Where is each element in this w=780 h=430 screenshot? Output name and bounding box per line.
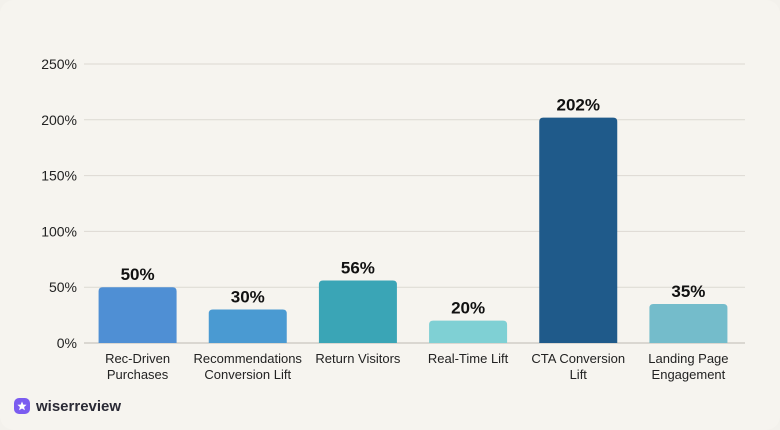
- x-category-label: Return Visitors: [315, 351, 401, 366]
- brand-name: wiserreview: [36, 397, 122, 415]
- x-category-label: Purchases: [107, 367, 169, 382]
- data-label: 35%: [671, 282, 705, 301]
- x-category-label: Rec-Driven: [105, 351, 170, 366]
- y-tick-label: 250%: [41, 56, 77, 72]
- bar: [429, 320, 508, 343]
- y-tick-label: 0%: [57, 335, 77, 351]
- y-tick-label: 150%: [41, 168, 77, 184]
- data-label: 30%: [231, 288, 265, 307]
- x-category-label: Real-Time Lift: [428, 351, 509, 366]
- star-icon: [17, 401, 27, 411]
- data-label: 202%: [557, 96, 600, 115]
- x-category-label: Engagement: [652, 367, 726, 382]
- y-tick-label: 100%: [41, 223, 77, 239]
- y-tick-label: 50%: [49, 279, 77, 295]
- data-label: 50%: [121, 265, 155, 284]
- x-category-label: CTA Conversion: [531, 351, 625, 366]
- bar: [98, 287, 177, 343]
- data-label: 56%: [341, 259, 375, 278]
- star-badge-icon: [14, 398, 30, 414]
- bar: [539, 117, 618, 344]
- x-category-label: Conversion Lift: [204, 367, 291, 382]
- bar: [208, 309, 287, 343]
- data-label: 20%: [451, 299, 485, 318]
- brand-logo: wiserreview: [14, 396, 121, 416]
- bar: [649, 303, 728, 343]
- bar: [318, 280, 397, 343]
- x-category-label: Recommendations: [194, 351, 303, 366]
- x-category-label: Lift: [570, 367, 588, 382]
- x-category-label: Landing Page: [648, 351, 728, 366]
- y-tick-label: 200%: [41, 112, 77, 128]
